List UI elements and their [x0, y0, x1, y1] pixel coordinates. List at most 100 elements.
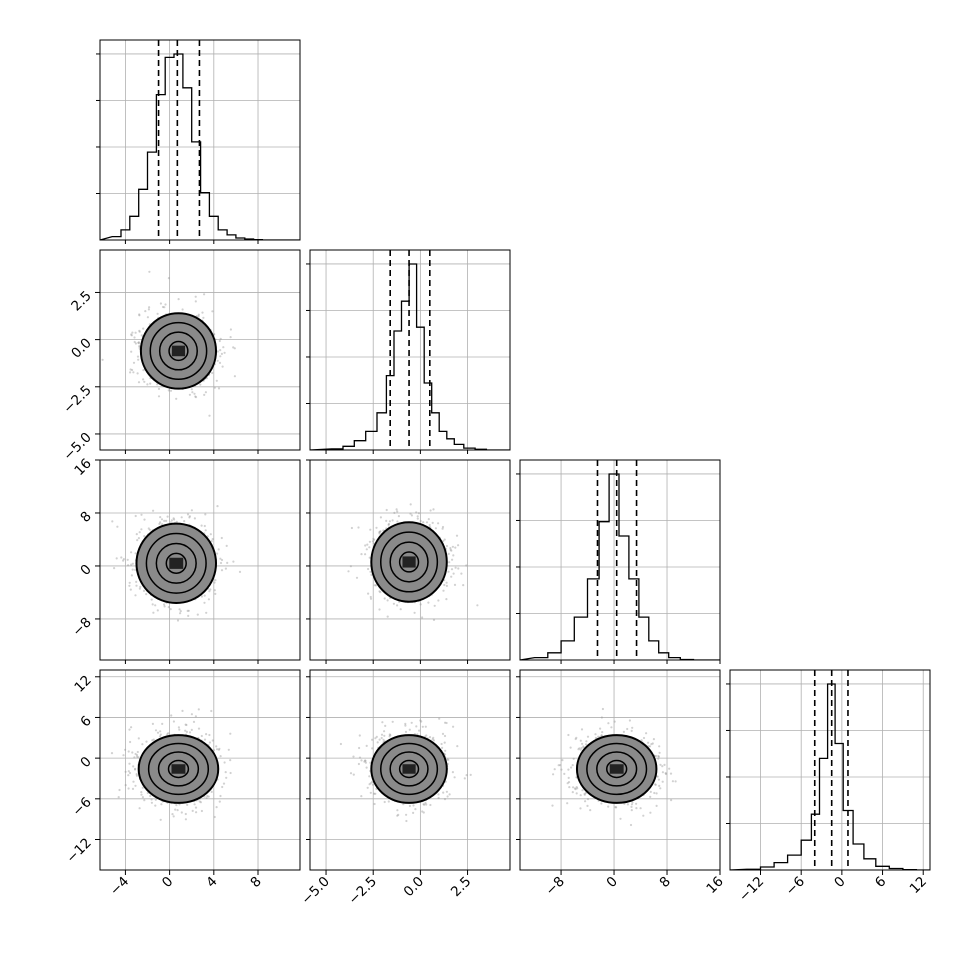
scatter-point — [197, 727, 201, 730]
scatter-point — [371, 540, 374, 543]
scatter-point — [232, 560, 235, 563]
scatter-point — [135, 754, 139, 757]
scatter-point — [213, 815, 216, 819]
scatter-point — [127, 787, 130, 790]
scatter-point — [215, 379, 218, 382]
scatter-point — [184, 812, 187, 816]
histogram-series — [310, 263, 510, 450]
scatter-point — [448, 561, 451, 564]
scatter-point — [563, 772, 566, 776]
scatter-point — [572, 786, 575, 789]
scatter-point — [404, 730, 408, 734]
scatter-point — [566, 802, 569, 805]
density-peak — [402, 556, 416, 568]
scatter-point — [352, 773, 355, 776]
scatter-point — [205, 796, 208, 800]
scatter-point — [451, 558, 454, 561]
scatter-point — [203, 393, 206, 396]
scatter-point — [451, 771, 454, 774]
scatter-point — [369, 570, 372, 573]
scatter-point — [395, 508, 398, 511]
scatter-point — [135, 774, 138, 777]
scatter-point — [421, 616, 424, 619]
scatter-point — [357, 762, 360, 766]
scatter-point — [134, 331, 137, 334]
scatter-point — [408, 728, 411, 731]
scatter-point — [134, 767, 137, 770]
scatter-point — [225, 776, 228, 779]
scatter-point — [152, 611, 155, 614]
scatter-point — [129, 588, 132, 591]
scatter-point — [416, 515, 419, 518]
scatter-point — [432, 739, 435, 742]
scatter-point — [437, 793, 440, 796]
panel-frame — [99, 459, 301, 661]
scatter-point — [190, 713, 193, 716]
scatter-point — [630, 803, 634, 806]
scatter-point — [376, 741, 379, 744]
scatter-point — [368, 775, 371, 778]
scatter-point — [178, 608, 181, 611]
scatter-point — [142, 369, 145, 372]
scatter-point — [396, 814, 399, 817]
scatter-point — [664, 772, 667, 775]
scatter-point — [204, 513, 207, 516]
scatter-point — [357, 526, 360, 529]
scatter-point — [204, 391, 207, 394]
histogram-series — [730, 683, 930, 870]
scatter-point — [594, 736, 598, 740]
panel-frame — [309, 669, 511, 871]
scatter-point — [368, 546, 371, 549]
scatter-point — [576, 787, 579, 790]
scatter-point — [445, 721, 448, 725]
scatter-panel-4-2 — [309, 669, 511, 871]
scatter-point — [215, 806, 218, 809]
scatter-point — [429, 509, 432, 512]
scatter-point — [445, 598, 448, 601]
scatter-point — [194, 396, 198, 399]
scatter-point — [138, 342, 141, 345]
scatter-point — [369, 595, 372, 599]
scatter-point — [138, 313, 141, 316]
scatter-point — [181, 308, 184, 311]
scatter-point — [437, 522, 440, 525]
scatter-point — [132, 371, 135, 374]
scatter-point — [385, 519, 388, 523]
scatter-point — [383, 800, 386, 804]
scatter-point — [145, 593, 148, 596]
scatter-point — [415, 725, 418, 728]
contour-line — [398, 551, 420, 573]
scatter-point — [206, 794, 209, 798]
scatter-point — [111, 520, 114, 523]
scatter-point — [417, 512, 420, 515]
scatter-point — [229, 732, 232, 735]
scatter-point — [364, 544, 367, 547]
panel-content — [100, 250, 300, 450]
scatter-point — [437, 796, 440, 800]
scatter-point — [652, 738, 656, 741]
contour-line — [398, 759, 420, 779]
scatter-point — [141, 796, 144, 799]
scatter-point — [657, 778, 661, 781]
scatter-point — [217, 387, 221, 390]
scatter-point — [465, 774, 468, 777]
scatter-point — [391, 720, 394, 723]
scatter-point — [233, 375, 236, 378]
scatter-point — [364, 761, 367, 764]
scatter-point — [190, 728, 193, 732]
scatter-point — [158, 522, 161, 526]
scatter-point — [211, 739, 214, 742]
scatter-point — [138, 807, 141, 810]
scatter-point — [169, 389, 173, 392]
histogram-panel-3 — [516, 459, 721, 661]
scatter-point — [170, 714, 173, 717]
scatter-point — [462, 584, 465, 587]
scatter-point — [456, 745, 459, 748]
scatter-point — [134, 568, 137, 572]
scatter-point — [581, 789, 584, 792]
scatter-point — [165, 519, 168, 523]
scatter-point — [465, 564, 468, 567]
scatter-point — [392, 602, 395, 605]
scatter-point — [657, 754, 660, 758]
scatter-point — [120, 556, 123, 559]
